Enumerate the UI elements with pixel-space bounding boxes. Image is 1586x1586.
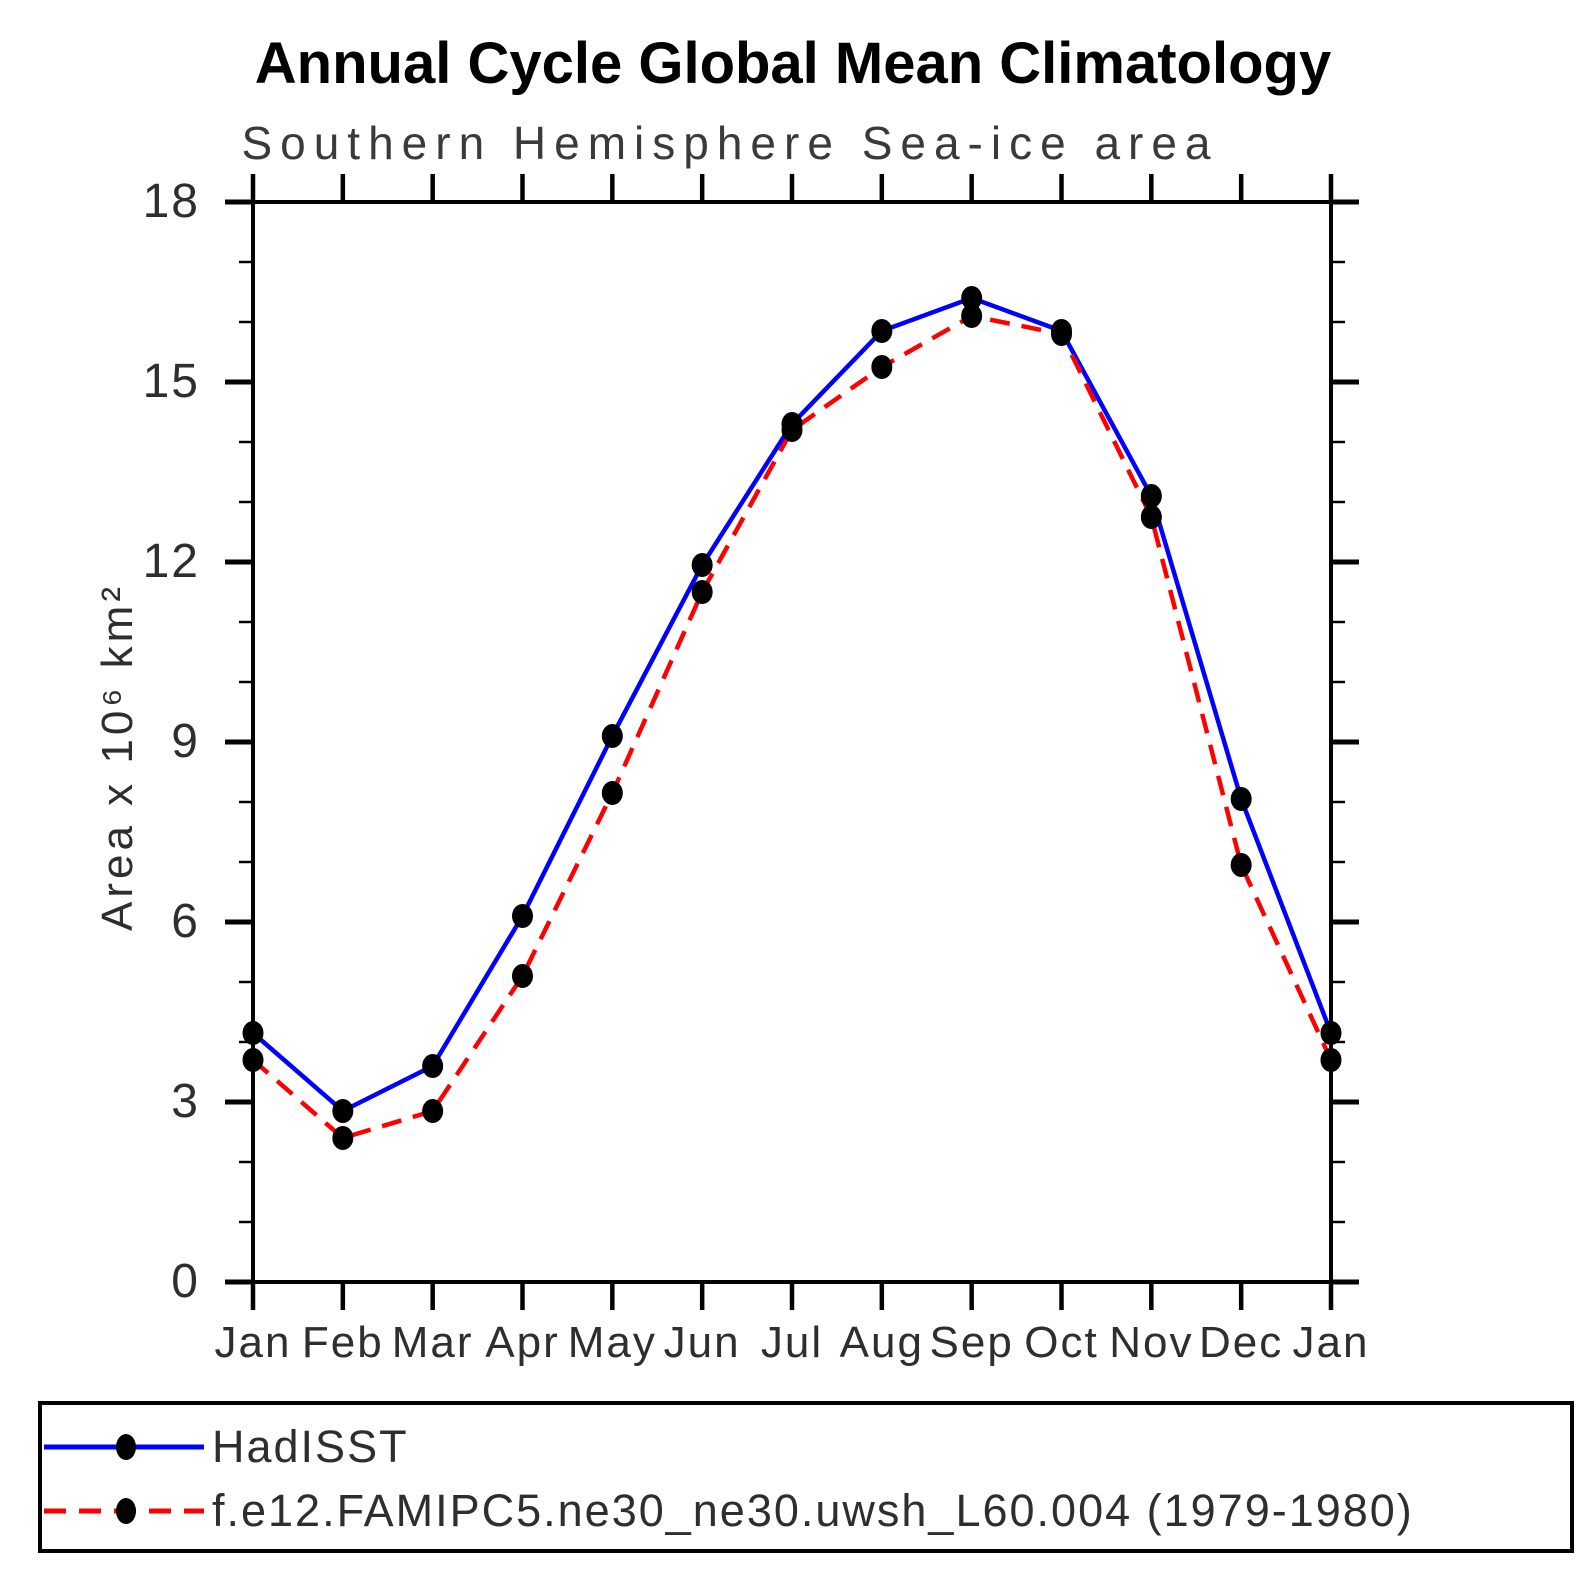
data-point-marker <box>871 355 893 379</box>
legend-label: HadISST <box>212 1421 409 1472</box>
data-point-marker <box>1051 322 1072 346</box>
data-point-marker <box>1140 484 1162 508</box>
y-tick-label: 3 <box>171 1075 200 1128</box>
plot-frame <box>251 200 1333 1284</box>
legend-label: f.e12.FAMIPC5.ne30_ne30.uwsh_L60.004 (19… <box>212 1485 1414 1536</box>
y-tick-label: 12 <box>142 535 200 588</box>
data-point-marker <box>332 1126 354 1150</box>
x-tick-label: Oct <box>1024 1318 1099 1367</box>
y-tick-label: 15 <box>142 355 200 408</box>
data-point-marker <box>1320 1048 1342 1072</box>
data-point-marker <box>871 319 893 343</box>
legend: HadISST f.e12.FAMIPC5.ne30_ne30.uwsh_L60… <box>38 1401 1574 1553</box>
data-point-marker <box>691 553 713 577</box>
x-tick-label: Feb <box>301 1318 384 1367</box>
data-point-marker <box>1320 1021 1342 1045</box>
data-point-marker <box>332 1099 354 1123</box>
chart-subtitle: Southern Hemisphere Sea-ice area <box>241 117 1219 169</box>
data-point-marker <box>1230 853 1252 877</box>
data-point-marker <box>422 1099 444 1123</box>
x-tick-label: Jul <box>760 1318 824 1367</box>
legend-line-sample-solid <box>44 1434 204 1460</box>
x-tick-label: Mar <box>391 1318 474 1367</box>
data-point-marker <box>601 724 623 748</box>
x-tick-label: Jan <box>214 1318 292 1367</box>
x-tick-label: Aug <box>839 1318 924 1367</box>
data-point-marker <box>601 781 623 805</box>
x-tick-label: Apr <box>485 1318 560 1367</box>
data-point-marker <box>512 904 533 928</box>
data-point-marker <box>422 1054 444 1078</box>
data-point-marker <box>691 580 713 604</box>
data-point-marker <box>781 418 803 442</box>
x-tick-label: Sep <box>929 1318 1014 1367</box>
x-tick-label: May <box>567 1318 657 1367</box>
data-point-marker <box>1230 787 1252 811</box>
y-tick-label: 18 <box>142 175 200 228</box>
legend-line-sample-dashed <box>44 1498 204 1524</box>
data-point-marker <box>242 1021 264 1045</box>
data-point-marker <box>961 286 983 310</box>
x-tick-label: Dec <box>1199 1318 1284 1367</box>
data-point-marker <box>242 1048 264 1072</box>
x-tick-label: Jan <box>1292 1318 1370 1367</box>
data-point-marker <box>1140 505 1162 529</box>
y-tick-label: 6 <box>171 895 200 948</box>
data-point-marker <box>512 964 533 988</box>
data-point-marker <box>961 304 983 328</box>
x-tick-label: Nov <box>1109 1318 1194 1367</box>
y-tick-label: 9 <box>171 715 200 768</box>
y-tick-label: 0 <box>171 1255 200 1308</box>
x-tick-label: Jun <box>663 1318 741 1367</box>
chart-title: Annual Cycle Global Mean Climatology <box>254 31 1332 96</box>
